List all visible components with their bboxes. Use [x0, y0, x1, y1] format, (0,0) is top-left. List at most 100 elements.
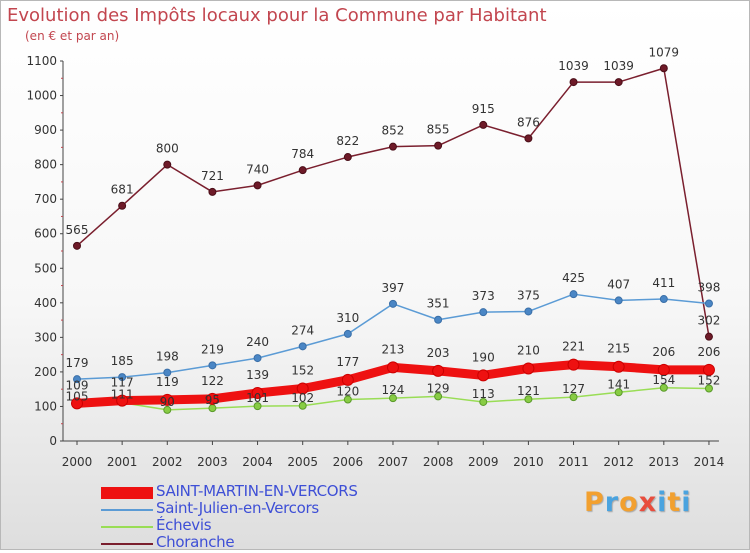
series-2-point — [569, 393, 578, 402]
logo-letter: o — [619, 487, 639, 518]
series-1-data-label: 310 — [336, 311, 359, 325]
series-2-point — [388, 394, 397, 403]
series-1-data-label: 219 — [201, 342, 224, 356]
series-2-data-label: 120 — [336, 385, 359, 399]
series-3-point — [118, 201, 127, 210]
series-3-point — [73, 241, 81, 250]
series-0-data-label: 213 — [382, 342, 405, 356]
x-tick-label: 2010 — [513, 455, 544, 469]
series-1-data-label: 179 — [66, 356, 89, 370]
legend-label: Échevis — [156, 516, 212, 534]
logo-letter: r — [604, 487, 620, 518]
series-3-point — [614, 78, 623, 87]
legend-swatch — [101, 526, 153, 528]
series-3-point — [253, 181, 262, 190]
series-2-data-label: 121 — [517, 384, 540, 398]
series-1-data-label: 274 — [291, 323, 314, 337]
series-3-data-label: 1079 — [649, 45, 680, 59]
series-1-point — [298, 342, 307, 351]
series-3-data-label: 800 — [156, 142, 179, 156]
y-tick-label: 800 — [34, 158, 57, 172]
series-0-data-label: 122 — [201, 374, 224, 388]
series-2-point — [614, 388, 623, 397]
series-1-data-label: 398 — [698, 281, 721, 295]
y-tick-label: 900 — [34, 123, 57, 137]
series-3-data-label: 1039 — [603, 59, 634, 73]
series-3-point — [524, 134, 533, 143]
chart-title: Evolution des Impôts locaux pour la Comm… — [7, 5, 547, 26]
series-3-data-label: 852 — [382, 124, 405, 138]
series-0-data-label: 109 — [66, 378, 89, 392]
x-tick-label: 2003 — [197, 455, 228, 469]
series-3-data-label: 784 — [291, 147, 314, 161]
x-tick-label: 2002 — [152, 455, 183, 469]
proxiti-logo: Proxiti — [584, 487, 692, 518]
series-2-data-label: 102 — [291, 391, 314, 405]
x-tick-label: 2008 — [423, 455, 454, 469]
series-1-data-label: 407 — [607, 277, 630, 291]
series-1-point — [434, 315, 443, 324]
series-3-point — [434, 141, 443, 150]
series-0-point — [657, 363, 670, 376]
y-tick-label: 200 — [34, 365, 57, 379]
y-tick-label: 300 — [34, 330, 57, 344]
series-0-data-label: 139 — [246, 368, 269, 382]
series-1-data-label: 185 — [111, 354, 134, 368]
series-3-data-label: 721 — [201, 169, 224, 183]
series-2-data-label: 127 — [562, 382, 585, 396]
series-2-point — [253, 402, 262, 411]
series-0-point — [702, 363, 715, 376]
series-3-data-label: 876 — [517, 115, 540, 129]
series-0-point — [71, 397, 83, 410]
series-2-data-label: 124 — [382, 383, 405, 397]
series-line-3 — [76, 67, 710, 338]
series-2-data-label: 154 — [652, 373, 675, 387]
y-tick-label: 0 — [49, 434, 57, 448]
x-tick-label: 2006 — [333, 455, 364, 469]
series-0-point — [612, 360, 625, 373]
series-3-point — [343, 153, 352, 162]
y-tick-label: 500 — [34, 261, 57, 275]
x-tick-label: 2007 — [378, 455, 409, 469]
series-0-data-label: 190 — [472, 350, 495, 364]
x-tick-label: 2001 — [107, 455, 138, 469]
series-2-data-label: 90 — [160, 395, 175, 409]
series-3-point — [163, 160, 172, 169]
series-0-point — [477, 369, 490, 382]
series-0-data-label: 210 — [517, 343, 540, 357]
series-1-point — [163, 368, 172, 377]
series-2-data-label: 113 — [472, 387, 495, 401]
series-1-point — [388, 299, 397, 308]
series-0-point — [341, 373, 354, 386]
series-2-point — [343, 395, 352, 404]
legend-label: SAINT-MARTIN-EN-VERCORS — [156, 482, 358, 500]
series-0-point — [251, 386, 264, 399]
series-0-data-label: 206 — [652, 345, 675, 359]
series-1-point — [208, 361, 217, 370]
series-1-data-label: 411 — [652, 276, 675, 290]
series-2-data-label: 111 — [111, 388, 134, 402]
series-1-point — [614, 296, 623, 305]
y-tick-label: 700 — [34, 192, 57, 206]
series-3-point — [388, 142, 397, 151]
series-0-point — [206, 392, 219, 405]
series-0-data-label: 203 — [427, 346, 450, 360]
series-2-data-label: 101 — [246, 391, 269, 405]
series-2-point — [704, 384, 713, 393]
series-3-data-label: 565 — [66, 223, 89, 237]
series-0-data-label: 206 — [698, 345, 721, 359]
x-tick-label: 2013 — [649, 455, 680, 469]
series-0-data-label: 221 — [562, 340, 585, 354]
series-3-data-label: 740 — [246, 162, 269, 176]
series-0-data-label: 215 — [607, 342, 630, 356]
series-0-point — [161, 393, 174, 406]
legend-swatch — [101, 509, 153, 511]
x-tick-label: 2009 — [468, 455, 499, 469]
y-tick-label: 1100 — [26, 54, 57, 68]
series-2-data-label: 152 — [698, 373, 721, 387]
logo-letter: x — [638, 487, 658, 518]
logo-letter: t — [667, 487, 682, 518]
series-3-point — [659, 64, 668, 73]
